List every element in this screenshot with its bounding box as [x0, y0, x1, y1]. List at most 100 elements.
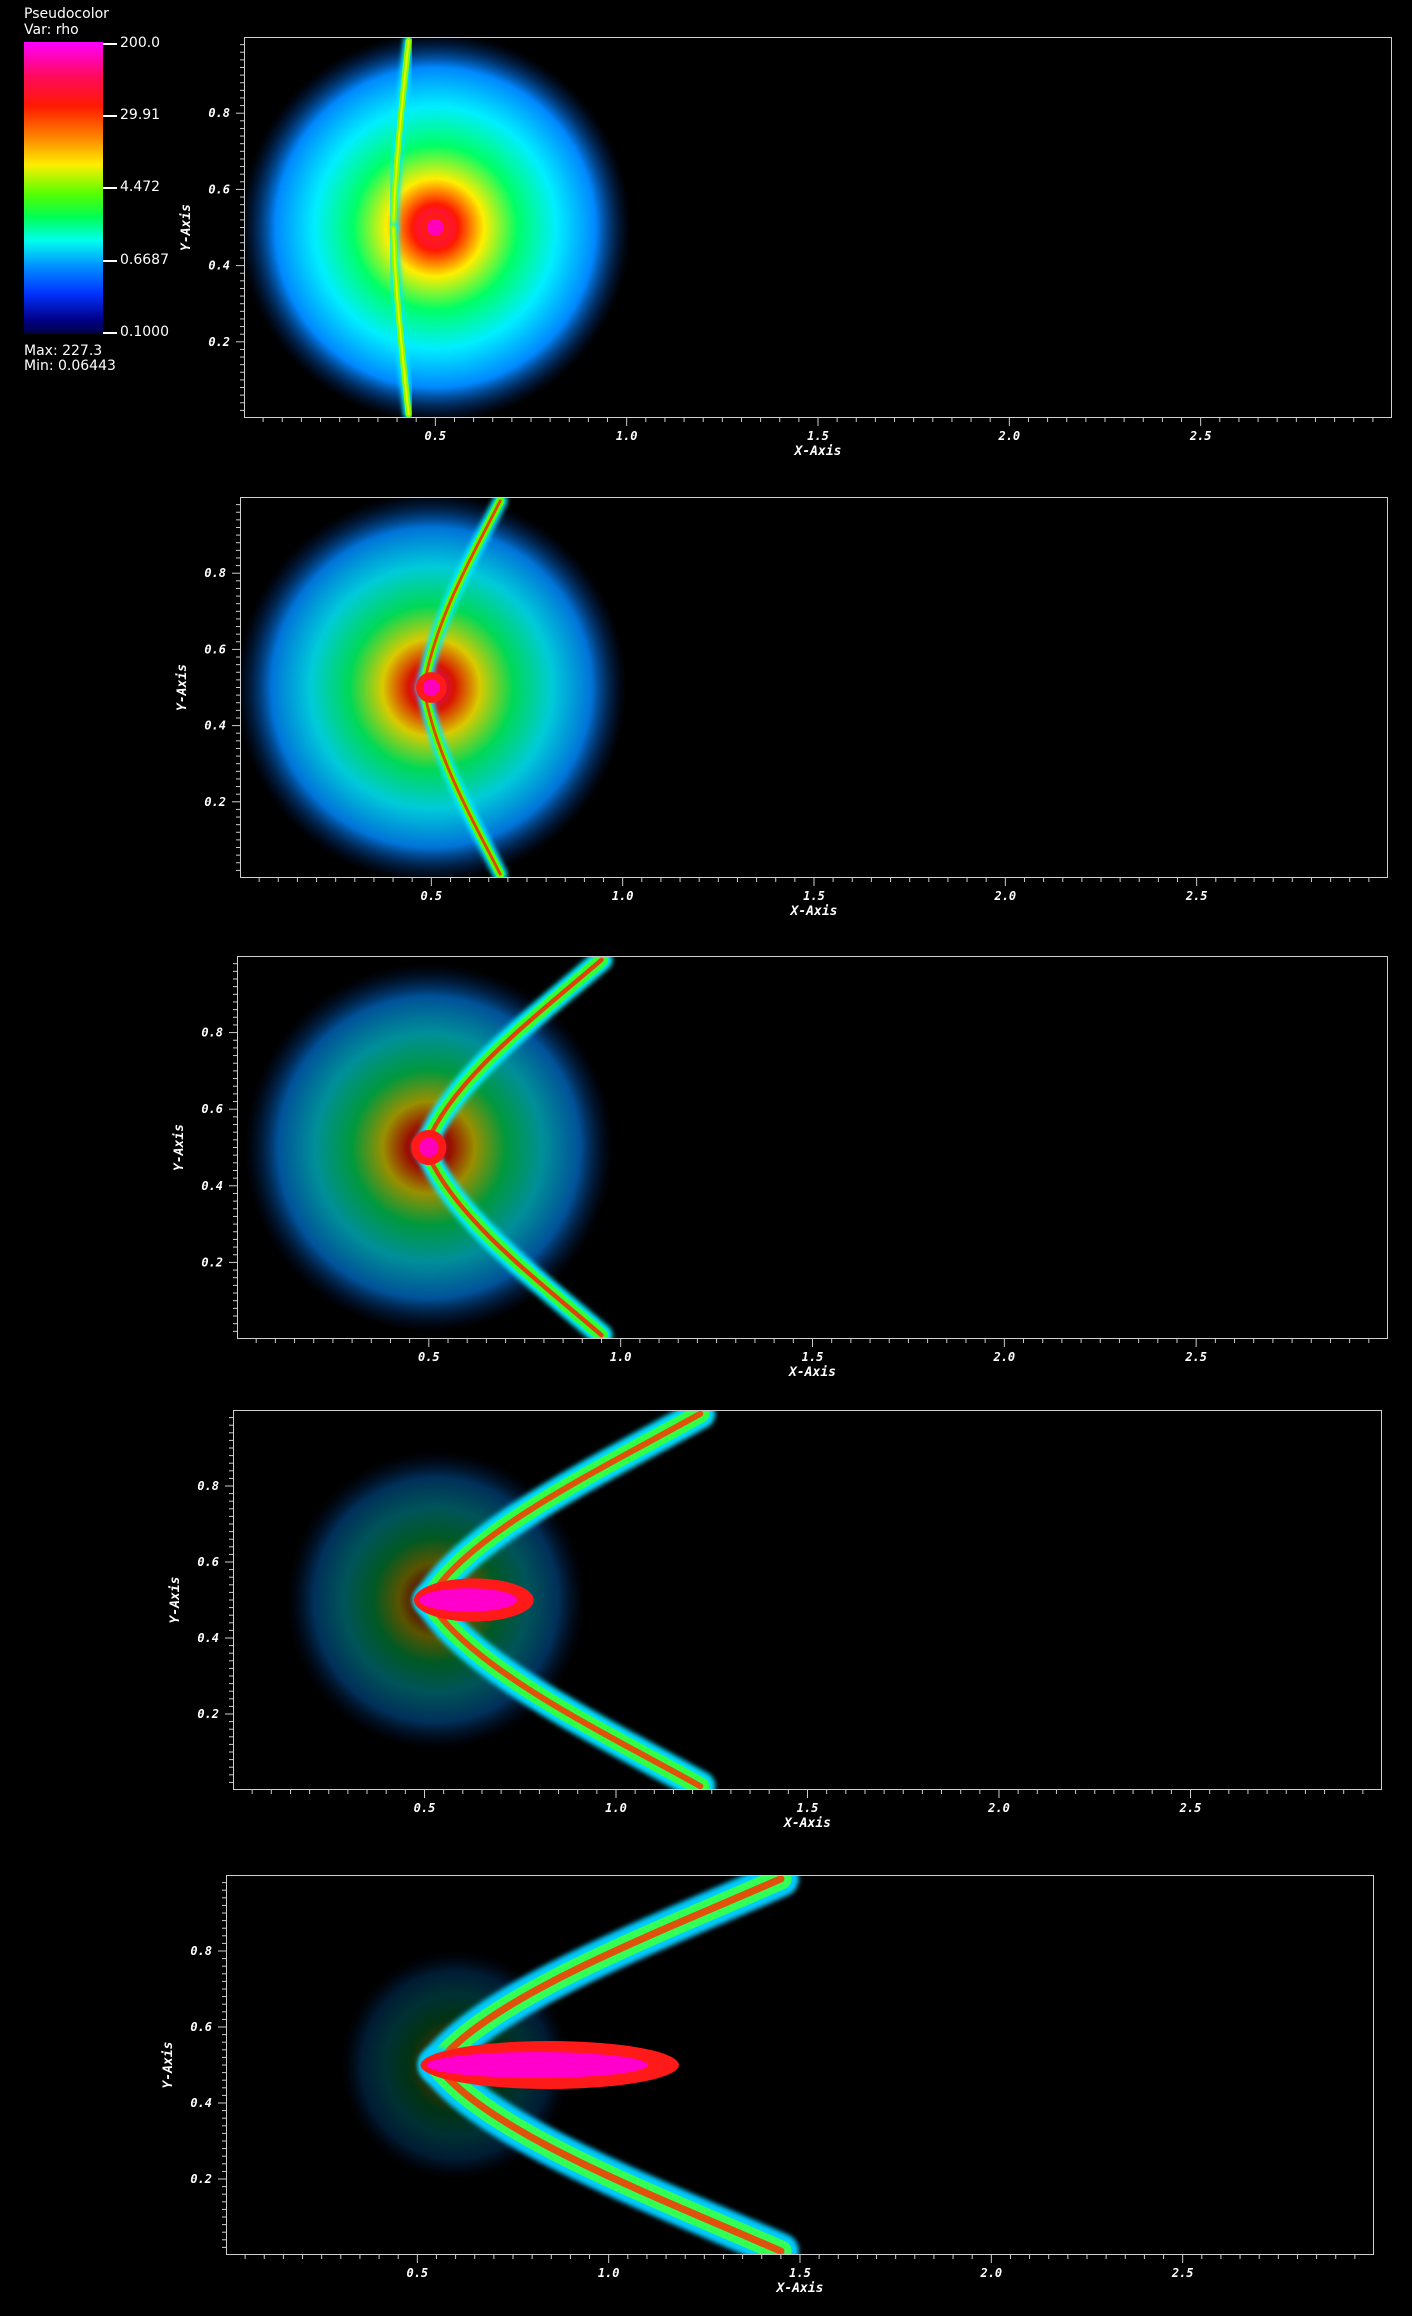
arm-lower-core	[422, 1145, 604, 1338]
y-tick-label: 0.2	[197, 1707, 219, 1721]
x-tick-label: 0.5	[406, 2266, 428, 2280]
y-tick-label: 0.6	[190, 2020, 212, 2034]
x-tick-label: 2.0	[997, 429, 1020, 443]
colorbar-gradient	[24, 42, 103, 334]
colorbar-label: 29.91	[120, 107, 161, 123]
y-tick-label: 0.8	[201, 1026, 223, 1040]
x-tick-label: 1.5	[802, 1350, 824, 1364]
arm-lower-core	[432, 2061, 785, 2255]
x-tick-label: 2.0	[979, 2266, 1002, 2280]
dense-core	[419, 1137, 439, 1158]
frame-2: 0.5 1.0 1.5 2.0 2.5 0.8 0.6 0.4 0.2 X-Axis Y-Axis	[175, 497, 1388, 919]
y-tick-label: 0.4	[204, 719, 226, 733]
y-axis-title: Y-Axis	[172, 1124, 187, 1171]
y-axis-title: Y-Axis	[179, 204, 194, 251]
legend-min: Min: 0.06443	[24, 358, 116, 374]
x-tick-label: 1.0	[612, 889, 634, 903]
x-tick-label: 1.0	[616, 429, 638, 443]
y-tick-label: 0.2	[190, 2172, 212, 2186]
plot-frame	[244, 37, 1392, 418]
x-tick-label: 1.0	[610, 1350, 632, 1364]
y-tick-label: 0.6	[201, 1102, 223, 1116]
y-tick-label: 0.2	[201, 1255, 223, 1269]
x-tick-label: 0.5	[418, 1350, 440, 1364]
y-tick-label: 0.2	[204, 795, 226, 809]
plot-svg: 0.5 1.0 1.5 2.0 2.5 0.8 0.6 0.4 0.2 X-Axis Y-Axis	[175, 497, 1388, 919]
colorbar-tick	[103, 260, 117, 262]
arm-lower-core	[422, 686, 502, 876]
y-tick-label: 0.4	[197, 1631, 219, 1645]
y-tick-label: 0.6	[197, 1555, 219, 1569]
y-axis-title: Y-Axis	[168, 1577, 183, 1624]
y-tick-label: 0.2	[208, 335, 230, 349]
legend-variable: Var: rho	[24, 22, 79, 38]
y-axis-title: Y-Axis	[161, 2042, 176, 2089]
y-tick-label: 0.8	[197, 1479, 219, 1493]
frame-3: 0.5 1.0 1.5 2.0 2.5 0.8 0.6 0.4 0.2 X-Axis Y-Axis	[172, 956, 1388, 1380]
arm-upper-core	[392, 39, 410, 229]
x-axis-title: X-Axis	[788, 1365, 836, 1380]
plot-frame	[226, 1875, 1374, 2255]
arm-upper-core	[422, 499, 502, 689]
y-tick-label: 0.8	[190, 1944, 212, 1958]
dense-core	[419, 1588, 518, 1612]
x-tick-label: 0.5	[424, 429, 446, 443]
x-axis-title: X-Axis	[794, 444, 842, 459]
dense-core	[422, 679, 440, 696]
colorbar-label: 4.472	[120, 179, 161, 195]
x-tick-label: 1.0	[598, 2266, 620, 2280]
legend-plot-type: Pseudocolor	[24, 6, 109, 22]
colorbar-label: 0.6687	[120, 252, 169, 268]
x-tick-label: 2.0	[993, 889, 1016, 903]
y-axis-title: Y-Axis	[175, 664, 190, 711]
dense-core	[426, 2052, 648, 2078]
plot-svg: 0.5 1.0 1.5 2.0 2.5 0.8 0.6 0.4 0.2 X-Axis Y-Axis	[179, 37, 1392, 459]
y-tick-label: 0.4	[201, 1179, 223, 1193]
colorbar-tick	[103, 332, 117, 334]
x-tick-label: 1.5	[789, 2266, 811, 2280]
colorbar-legend: Pseudocolor Var: rho 200.0 29.91 4.472 0…	[24, 6, 174, 386]
plot-frame	[240, 497, 1388, 878]
x-tick-label: 2.5	[1185, 889, 1208, 903]
arm-upper-core	[425, 1410, 704, 1603]
x-tick-label: 2.5	[1184, 1350, 1207, 1364]
x-tick-label: 0.5	[420, 889, 442, 903]
y-tick-label: 0.6	[204, 642, 226, 656]
frame-1: 0.5 1.0 1.5 2.0 2.5 0.8 0.6 0.4 0.2 X-Axis Y-Axis	[179, 37, 1392, 459]
plot-frame	[237, 956, 1388, 1339]
x-tick-label: 1.5	[803, 889, 825, 903]
plot-svg: 0.5 1.0 1.5 2.0 2.5 0.8 0.6 0.4 0.2 X-Axis Y-Axis	[172, 956, 1388, 1380]
frame-4: 0.5 1.0 1.5 2.0 2.5 0.8 0.6 0.4 0.2 X-Axis Y-Axis	[168, 1410, 1382, 1831]
plot-svg: 0.5 1.0 1.5 2.0 2.5 0.8 0.6 0.4 0.2 X-Axis Y-Axis	[168, 1410, 1382, 1831]
y-tick-label: 0.6	[208, 182, 230, 196]
y-tick-label: 0.4	[190, 2096, 212, 2110]
colorbar-tick	[103, 43, 117, 45]
plot-svg: 0.5 1.0 1.5 2.0 2.5 0.8 0.6 0.4 0.2 X-Axis Y-Axis	[161, 1875, 1374, 2296]
x-tick-label: 1.5	[807, 429, 829, 443]
x-tick-label: 2.0	[992, 1350, 1015, 1364]
x-tick-label: 1.5	[797, 1801, 819, 1815]
plot-frame	[233, 1410, 1382, 1790]
x-tick-label: 0.5	[414, 1801, 436, 1815]
frame-5: 0.5 1.0 1.5 2.0 2.5 0.8 0.6 0.4 0.2 X-Axis Y-Axis	[161, 1875, 1374, 2296]
x-axis-title: X-Axis	[790, 904, 838, 919]
x-axis-title: X-Axis	[776, 2281, 824, 2296]
colorbar-label: 0.1000	[120, 324, 169, 340]
x-tick-label: 2.0	[987, 1801, 1010, 1815]
colorbar-tick	[103, 187, 117, 189]
y-tick-label: 0.4	[208, 259, 230, 273]
colorbar-label: 200.0	[120, 35, 161, 51]
y-tick-label: 0.8	[208, 106, 230, 120]
x-axis-title: X-Axis	[783, 1816, 831, 1831]
colorbar-tick	[103, 115, 117, 117]
x-tick-label: 2.5	[1179, 1801, 1202, 1815]
x-tick-label: 2.5	[1189, 429, 1212, 443]
legend-max: Max: 227.3	[24, 343, 103, 359]
arm-lower-core	[392, 226, 410, 416]
x-tick-label: 1.0	[605, 1801, 627, 1815]
arm-upper-core	[422, 957, 604, 1150]
arm-lower-core	[425, 1597, 704, 1790]
x-tick-label: 2.5	[1171, 2266, 1194, 2280]
dense-core	[426, 219, 444, 236]
y-tick-label: 0.8	[204, 566, 226, 580]
